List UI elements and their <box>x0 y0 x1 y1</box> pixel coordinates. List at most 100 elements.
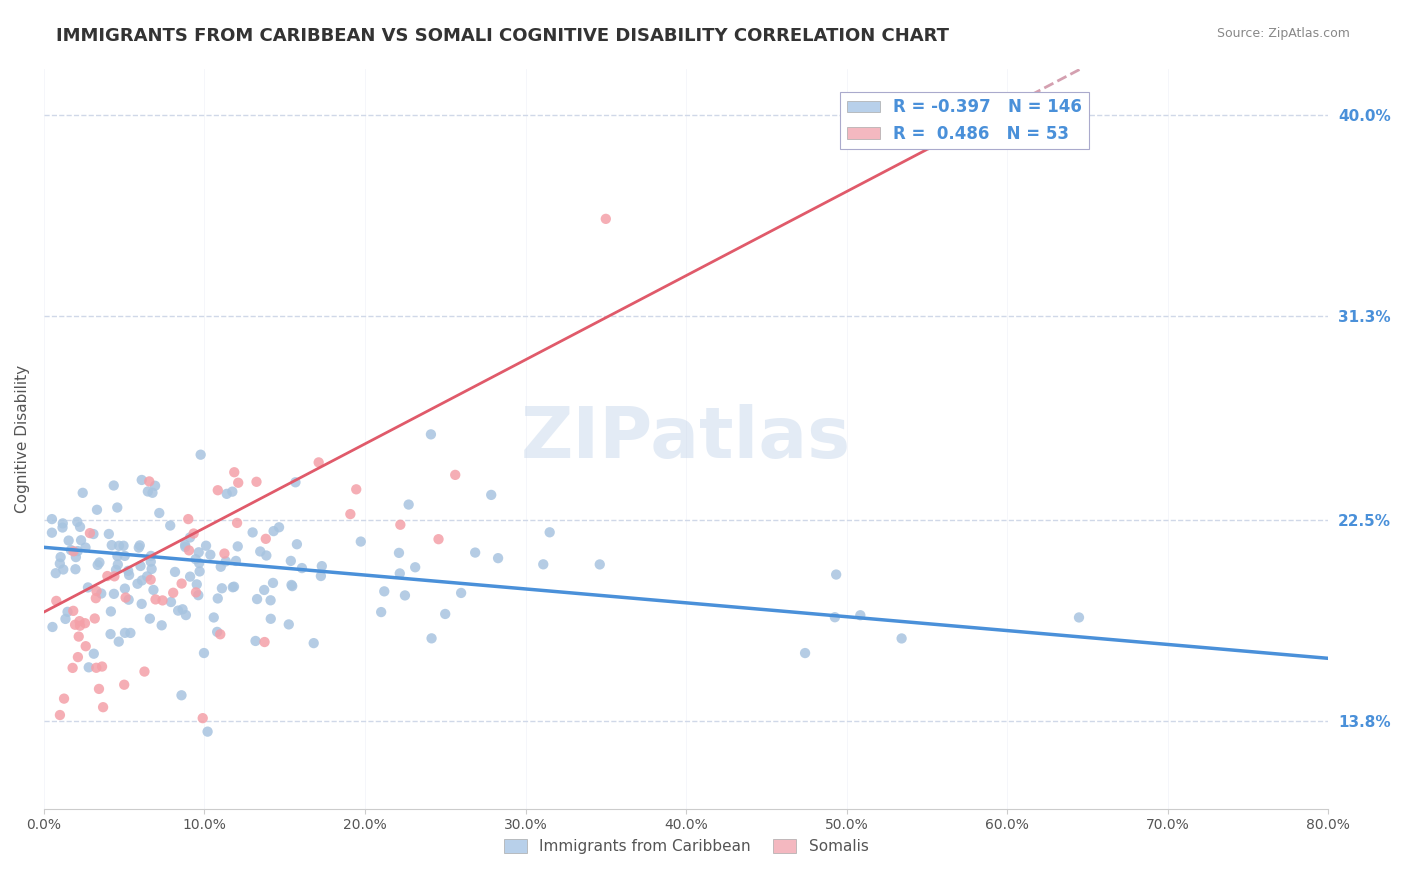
Point <box>49 550 72 565</box>
Point <box>215 487 238 501</box>
Point <box>84 661 107 675</box>
Point <box>167 604 190 618</box>
Point <box>284 475 307 490</box>
Point <box>141 485 163 500</box>
Point <box>824 610 846 624</box>
Point <box>179 531 201 545</box>
Point <box>134 665 156 679</box>
Point <box>222 580 245 594</box>
Point <box>117 564 139 578</box>
Point <box>79 526 101 541</box>
Point <box>224 465 246 479</box>
Point <box>86 584 108 599</box>
Point <box>187 588 209 602</box>
Point <box>67 630 90 644</box>
Point <box>226 475 249 490</box>
Text: IMMIGRANTS FROM CARIBBEAN VS SOMALI COGNITIVE DISABILITY CORRELATION CHART: IMMIGRANTS FROM CARIBBEAN VS SOMALI COGN… <box>56 27 949 45</box>
Point <box>49 557 72 571</box>
Point <box>103 478 125 492</box>
Point <box>191 711 214 725</box>
Point <box>120 626 142 640</box>
Point <box>77 660 100 674</box>
Point <box>285 537 308 551</box>
Point <box>52 516 75 531</box>
Point <box>309 569 332 583</box>
Point <box>51 520 73 534</box>
Point <box>105 500 128 515</box>
Point <box>254 532 277 546</box>
Point <box>398 498 420 512</box>
Point <box>107 558 129 572</box>
Point <box>187 545 209 559</box>
Point <box>103 569 125 583</box>
Point <box>195 539 218 553</box>
Point <box>69 614 91 628</box>
Point <box>253 582 276 597</box>
Point <box>538 525 561 540</box>
Point <box>427 532 450 546</box>
Point <box>83 611 105 625</box>
Point <box>890 632 912 646</box>
Point <box>62 544 84 558</box>
Point <box>142 582 165 597</box>
Point <box>450 586 472 600</box>
Point <box>150 618 173 632</box>
Point <box>215 554 238 568</box>
Point <box>45 566 67 581</box>
Point <box>200 548 222 562</box>
Point <box>100 627 122 641</box>
Point <box>114 591 136 605</box>
Point <box>112 539 135 553</box>
Point <box>84 591 107 606</box>
Point <box>249 544 271 558</box>
Point <box>160 595 183 609</box>
Point <box>267 520 290 534</box>
Point <box>163 565 186 579</box>
Point <box>139 612 162 626</box>
Point <box>188 556 211 570</box>
Point <box>128 541 150 555</box>
Point <box>311 559 333 574</box>
Point <box>226 516 249 530</box>
Text: ZIPatlas: ZIPatlas <box>522 404 851 473</box>
Point <box>183 526 205 541</box>
Point <box>136 569 159 583</box>
Point <box>53 691 76 706</box>
Point <box>62 604 84 618</box>
Point <box>184 585 207 599</box>
Point <box>91 700 114 714</box>
Point <box>131 574 153 588</box>
Point <box>65 550 87 565</box>
Point <box>190 448 212 462</box>
Point <box>242 525 264 540</box>
Point <box>52 562 75 576</box>
Point <box>177 512 200 526</box>
Point <box>170 688 193 702</box>
Point <box>107 634 129 648</box>
Point <box>193 646 215 660</box>
Text: Source: ZipAtlas.com: Source: ZipAtlas.com <box>1216 27 1350 40</box>
Point <box>262 575 284 590</box>
Point <box>486 551 509 566</box>
Point <box>209 627 232 641</box>
Point <box>59 543 82 558</box>
Point <box>245 634 267 648</box>
Point <box>159 518 181 533</box>
Legend: R = -0.397   N = 146, R =  0.486   N = 53: R = -0.397 N = 146, R = 0.486 N = 53 <box>839 92 1088 149</box>
Point <box>308 455 330 469</box>
Point <box>41 620 63 634</box>
Point <box>139 573 162 587</box>
Point <box>82 527 104 541</box>
Point <box>100 604 122 618</box>
Point <box>531 558 554 572</box>
Point <box>388 566 411 581</box>
Point <box>245 475 267 489</box>
Point <box>69 520 91 534</box>
Point <box>794 646 817 660</box>
Point <box>118 568 141 582</box>
Point <box>263 524 285 538</box>
Y-axis label: Cognitive Disability: Cognitive Disability <box>15 365 30 513</box>
Point <box>174 540 197 554</box>
Point <box>87 681 110 696</box>
Point <box>184 552 207 566</box>
